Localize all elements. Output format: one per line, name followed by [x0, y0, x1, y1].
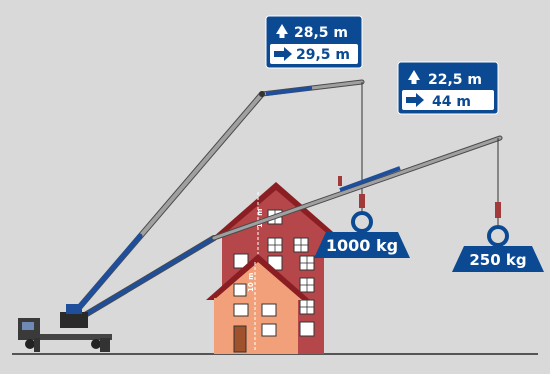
load-low-label: 250 kg	[469, 251, 526, 269]
crane-boom-high	[69, 79, 365, 319]
arrow-up-icon	[276, 24, 288, 38]
front-building-wall	[214, 298, 298, 354]
weight-high: 1000 kg	[314, 211, 410, 258]
label-box-low: 22,5 m 44 m	[397, 61, 499, 115]
reach-low-value: 44 m	[432, 94, 471, 110]
arrow-up-icon	[408, 70, 420, 84]
crane-icon	[18, 304, 112, 352]
weight-icon	[351, 211, 373, 233]
load-high-label: 1000 kg	[326, 236, 398, 255]
weight-icon	[487, 225, 509, 247]
crane-boom-low	[77, 135, 503, 321]
label-box-high: 28,5 m 29,5 m	[265, 15, 363, 69]
arrow-right-icon	[274, 47, 292, 61]
height-low-value: 22,5 m	[428, 72, 482, 88]
height-high-value: 28,5 m	[294, 25, 348, 41]
back-height-label: 11 m	[256, 209, 264, 228]
front-door	[233, 325, 247, 353]
arrow-right-icon	[406, 93, 424, 107]
front-building: 10 m	[206, 254, 310, 354]
reach-high-value: 29,5 m	[296, 47, 350, 63]
front-height-label: 10 m	[247, 273, 255, 292]
weight-low: 250 kg	[452, 225, 544, 272]
